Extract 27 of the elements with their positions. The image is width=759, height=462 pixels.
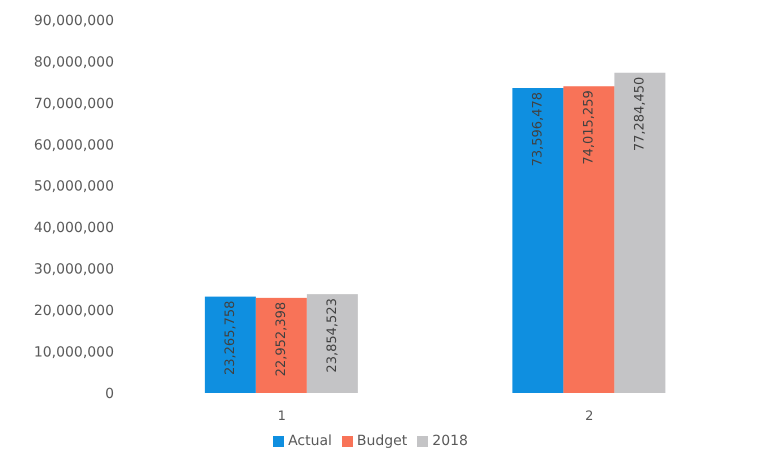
y-tick-label: 90,000,000 [34,12,114,29]
data-label: 23,265,758 [222,300,238,376]
data-label: 77,284,450 [632,76,648,152]
data-label: 22,952,398 [274,302,289,376]
bar [614,72,666,393]
data-label: 73,596,478 [530,92,546,166]
bar [306,294,358,393]
y-tick-label: 80,000,000 [34,54,114,70]
legend-label: Budget [356,433,408,449]
y-tick-label: 10,000,000 [34,344,114,361]
x-tick-label: 2 [585,409,594,424]
legend-label: 2018 [432,433,468,449]
y-tick-label: 40,000,000 [34,220,114,236]
bar [204,296,256,393]
y-tick-label: 0 [105,386,114,402]
y-tick-label: 60,000,000 [34,137,114,154]
x-tick-label: 1 [278,409,286,424]
bar [256,298,307,393]
legend-label: Actual [288,433,332,449]
bar [563,86,614,393]
y-tick-label: 20,000,000 [34,303,114,320]
bar [512,88,564,393]
data-label: 74,015,259 [581,90,596,165]
y-tick-label: 30,000,000 [34,262,114,278]
data-label: 23,854,523 [324,298,340,373]
y-tick-label: 50,000,000 [34,178,114,195]
y-tick-label: 70,000,000 [34,96,114,112]
